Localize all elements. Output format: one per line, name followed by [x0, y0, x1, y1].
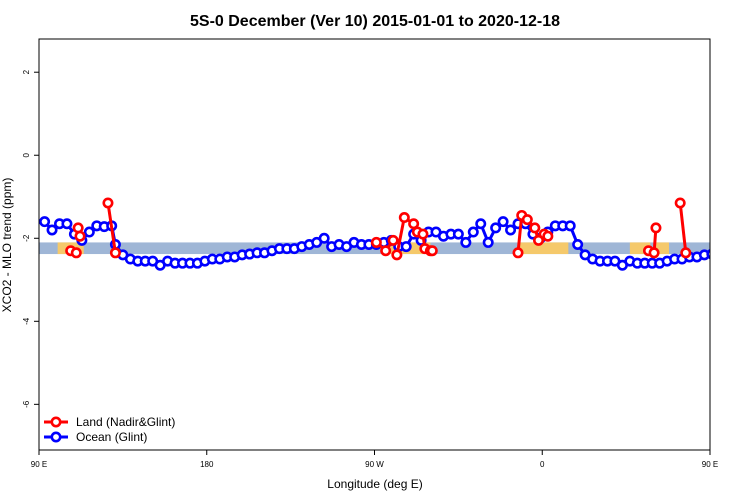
x-tick-label: 180: [200, 460, 214, 469]
land-point: [408, 218, 420, 230]
land-series-line: [106, 202, 117, 254]
x-tick-label: 90 W: [365, 460, 384, 469]
ocean-point: [706, 248, 710, 260]
land-band-segment: [629, 242, 651, 255]
ocean-point: [46, 224, 58, 236]
land-point: [426, 245, 438, 257]
legend-ocean-label: Ocean (Glint): [76, 430, 147, 444]
y-axis-label: XCO2 - MLO trend (ppm): [0, 178, 14, 313]
y-tick-label: -4: [22, 317, 31, 325]
ocean-point: [745, 244, 750, 252]
land-point: [70, 247, 82, 259]
land-point: [680, 247, 692, 259]
ocean-point: [490, 222, 502, 234]
ocean-point: [572, 239, 584, 251]
land-band-segment: [518, 242, 569, 255]
land-point: [650, 222, 662, 234]
ocean-point: [482, 236, 494, 248]
land-point: [512, 247, 524, 259]
land-point: [529, 222, 541, 234]
y-tick-label: -2: [22, 234, 31, 242]
land-point: [417, 228, 429, 240]
land-point: [542, 230, 554, 242]
land-band-segment: [655, 242, 669, 255]
land-point: [391, 249, 403, 261]
land-point: [102, 197, 114, 209]
ocean-point: [497, 216, 509, 228]
ocean-point: [723, 249, 731, 257]
ocean-point: [39, 216, 51, 228]
ocean-point: [475, 218, 487, 230]
ocean-point: [61, 218, 73, 230]
land-point: [521, 214, 533, 226]
legend-land-marker: [50, 416, 62, 428]
x-tick-label: 90 E: [702, 460, 718, 469]
ocean-point: [460, 236, 472, 248]
land-point: [370, 236, 382, 248]
ocean-point: [83, 226, 95, 238]
x-tick-label: 0: [540, 460, 545, 469]
land-point: [74, 230, 86, 242]
legend-land-label: Land (Nadir&Glint): [76, 415, 175, 429]
x-axis: 90 E 180 90 W 0 90 E: [31, 450, 718, 469]
ocean-point: [737, 244, 745, 252]
chart-title: 5S-0 December (Ver 10) 2015-01-01 to 202…: [190, 13, 560, 30]
legend: Land (Nadir&Glint) Ocean (Glint): [44, 415, 175, 444]
ocean-point: [505, 224, 517, 236]
land-point: [674, 197, 686, 209]
y-tick-label: 0: [22, 152, 31, 157]
land-point: [648, 247, 660, 259]
ocean-point: [715, 249, 723, 257]
land-point: [109, 247, 121, 259]
x-axis-label: Longitude (deg E): [327, 477, 422, 491]
ocean-point: [564, 220, 576, 232]
ocean-point: [452, 228, 464, 240]
y-tick-label: -6: [22, 400, 31, 408]
ocean-point: [730, 247, 738, 255]
ocean-point: [467, 226, 479, 238]
ocean-point: [318, 232, 330, 244]
x-tick-label: 90 E: [31, 460, 47, 469]
land-point: [387, 234, 399, 246]
y-axis: -6 -4 -2 0 2: [22, 69, 39, 408]
legend-ocean-marker: [50, 431, 62, 443]
land-series-line: [678, 202, 688, 253]
land-point: [380, 245, 392, 257]
ocean-point: [400, 241, 412, 253]
y-tick-label: 2: [22, 69, 31, 74]
land-point: [398, 212, 410, 224]
